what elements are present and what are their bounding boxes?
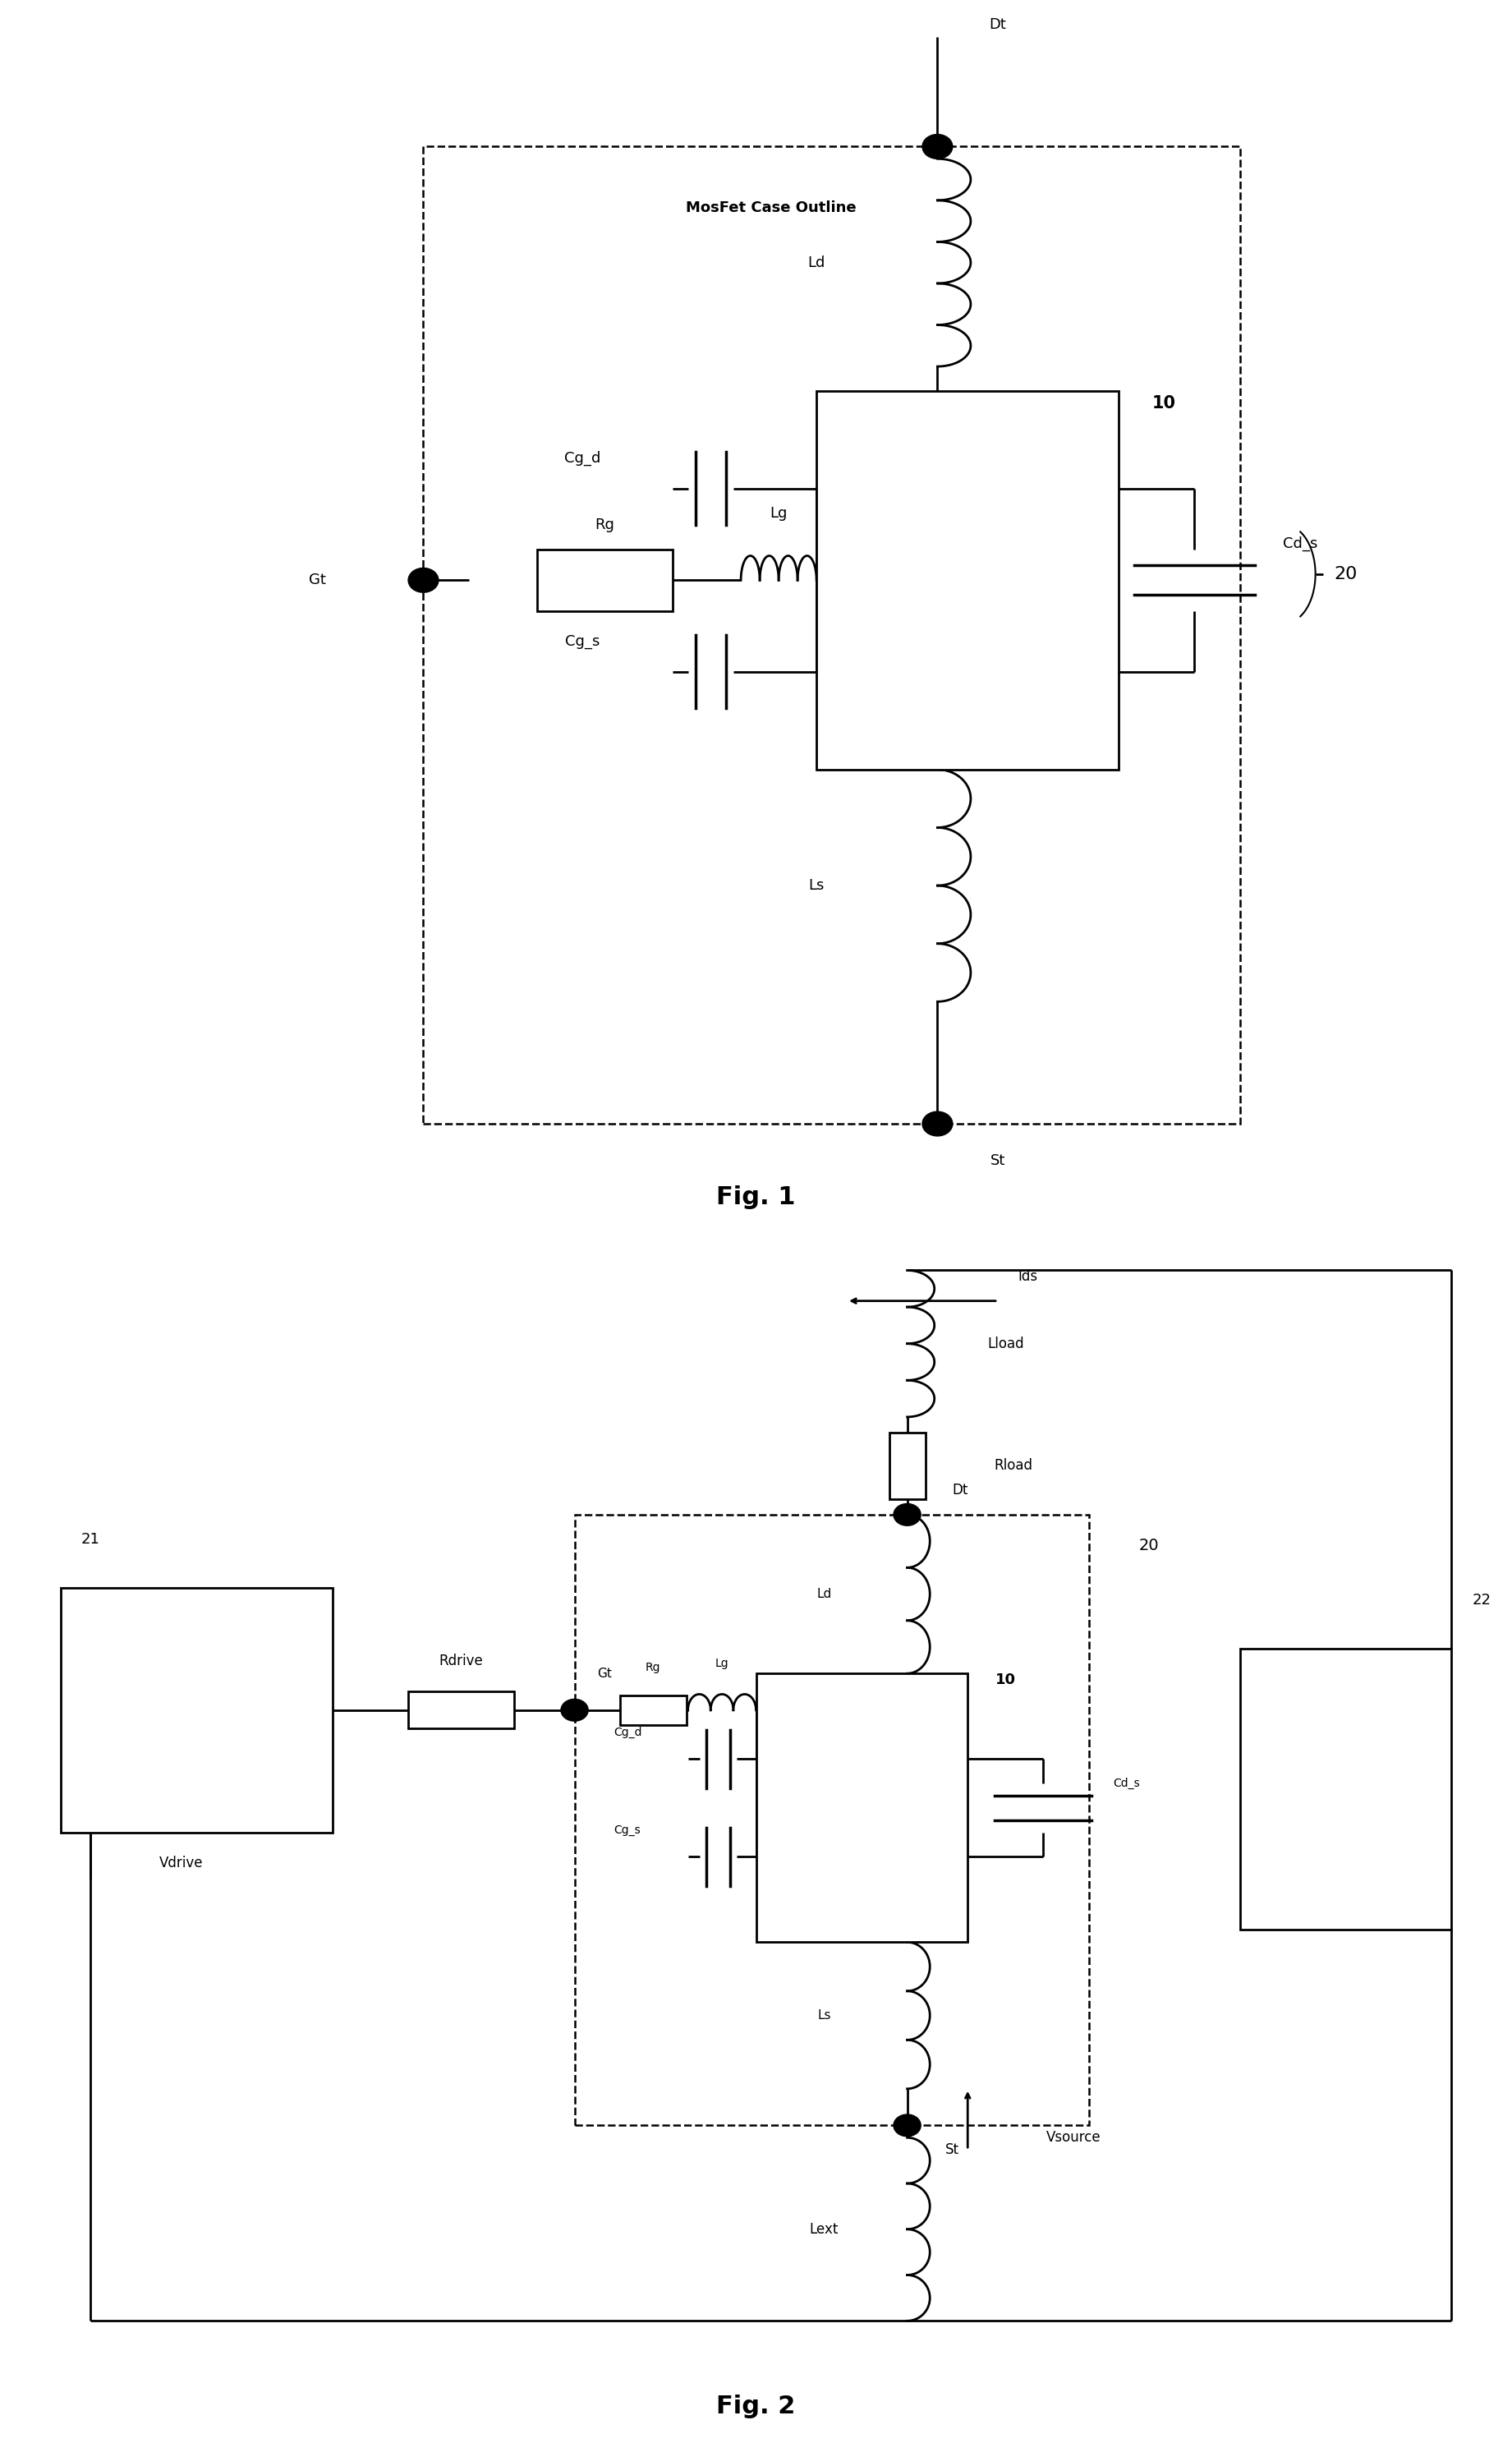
Text: Fig. 2: Fig. 2 — [717, 2394, 795, 2419]
Text: Gt: Gt — [597, 1666, 612, 1681]
Text: Vdrive: Vdrive — [159, 1854, 204, 1871]
Text: Cg_s: Cg_s — [614, 1825, 641, 1835]
Text: D: D — [918, 1715, 927, 1730]
Bar — [575, 1515, 1089, 2125]
Text: 10: 10 — [995, 1671, 1016, 1688]
Bar — [408, 1691, 514, 1730]
Text: Ids: Ids — [1018, 1268, 1039, 1285]
Text: 21: 21 — [82, 1532, 100, 1546]
Text: Circuit: Circuit — [171, 1732, 222, 1749]
Text: MosFet Case Outline: MosFet Case Outline — [686, 200, 856, 215]
Text: 20: 20 — [1139, 1537, 1160, 1554]
Text: Rload: Rload — [993, 1458, 1033, 1473]
Text: Dt: Dt — [953, 1483, 968, 1498]
Text: S: S — [1054, 701, 1063, 716]
Circle shape — [894, 2116, 921, 2135]
Bar — [1240, 1649, 1452, 1930]
Text: Ls: Ls — [809, 877, 824, 894]
Text: Rg: Rg — [596, 518, 614, 533]
Text: 22: 22 — [1473, 1593, 1491, 1607]
Text: 20: 20 — [1334, 567, 1358, 581]
Text: 10: 10 — [1152, 396, 1176, 410]
Text: Rdrive: Rdrive — [438, 1654, 484, 1669]
Circle shape — [408, 569, 438, 591]
Bar — [816, 391, 1119, 770]
Text: Cd_s: Cd_s — [1282, 535, 1318, 552]
Text: Lg: Lg — [715, 1659, 729, 1669]
Text: Gt: Gt — [308, 572, 327, 589]
Text: G: G — [856, 572, 868, 589]
Text: +: + — [1338, 1703, 1353, 1717]
Text: Cg_s: Cg_s — [564, 633, 600, 650]
Text: Ld: Ld — [816, 1588, 832, 1600]
Text: −: − — [1338, 1862, 1353, 1876]
Circle shape — [922, 1112, 953, 1136]
Circle shape — [561, 1700, 588, 1720]
Text: St: St — [990, 1153, 1005, 1168]
Text: Ls: Ls — [818, 2008, 830, 2023]
Text: Lg: Lg — [770, 506, 788, 520]
Text: Cg_d: Cg_d — [564, 450, 600, 467]
Text: D: D — [1052, 445, 1064, 459]
Bar — [60, 1588, 333, 1832]
Bar — [537, 550, 673, 611]
Text: St: St — [945, 2143, 960, 2157]
Bar — [889, 1432, 925, 1498]
Text: Gate drive: Gate drive — [156, 1671, 237, 1688]
Text: Ld: Ld — [807, 254, 826, 271]
Bar — [423, 147, 1240, 1124]
Text: G: G — [789, 1800, 798, 1815]
Bar — [756, 1673, 968, 1942]
Text: DC
Supply: DC Supply — [1320, 1774, 1371, 1805]
Text: Dt: Dt — [989, 17, 1007, 32]
Text: Cg_d: Cg_d — [614, 1727, 641, 1737]
Text: Fig. 1: Fig. 1 — [717, 1185, 795, 1209]
Text: Rg: Rg — [646, 1661, 661, 1673]
Text: Lext: Lext — [809, 2221, 839, 2238]
Text: S: S — [918, 1886, 927, 1901]
Text: Cd_s: Cd_s — [1113, 1779, 1140, 1788]
Circle shape — [894, 1502, 921, 1524]
Text: Lload: Lload — [987, 1336, 1024, 1351]
Circle shape — [922, 134, 953, 159]
Bar — [620, 1695, 686, 1725]
Text: Vsource: Vsource — [1046, 2130, 1101, 2145]
